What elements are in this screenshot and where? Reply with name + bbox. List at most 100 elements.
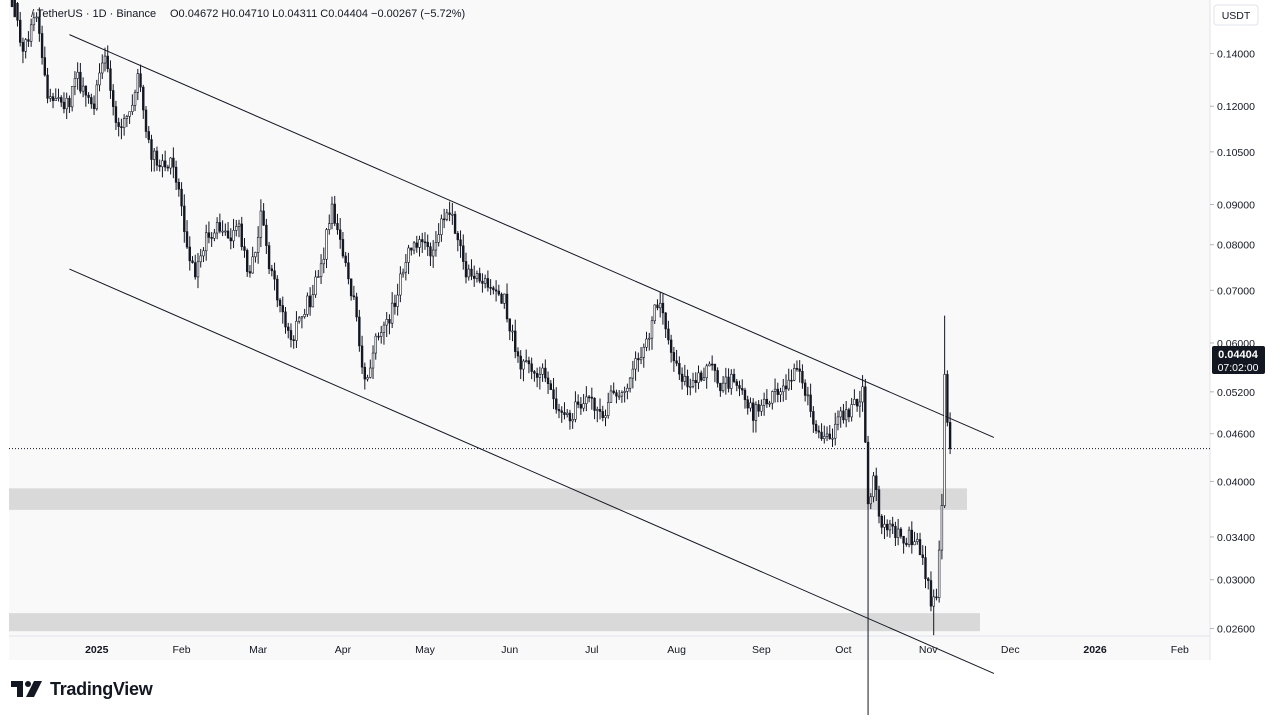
tradingview-logo[interactable]: TradingView: [10, 677, 153, 701]
candle: [615, 389, 618, 404]
candle-body-up: [607, 402, 610, 416]
candle-body-down: [481, 280, 484, 284]
candle: [358, 309, 361, 352]
candle-body-down: [333, 203, 336, 224]
price-axis[interactable]: 0.14000 0.12000 0.10500 0.09000 0.08000 0.070…: [1210, 49, 1255, 636]
candle: [590, 387, 594, 410]
candle: [724, 367, 728, 395]
candle: [172, 147, 175, 179]
time-axis[interactable]: 2025 Feb Mar Apr May Jun Jul Aug Sep Oct Nov Dec 202…: [85, 644, 1189, 656]
candle: [872, 471, 875, 503]
candle: [49, 88, 52, 102]
price-tick-label: 0.12000: [1217, 101, 1255, 113]
candle: [90, 93, 93, 109]
candle: [929, 571, 933, 612]
candle-body-up: [631, 368, 635, 379]
candle-body-up: [300, 316, 304, 319]
candle-body-up: [371, 352, 375, 369]
candle-body-up: [54, 98, 57, 101]
candle-body-up: [888, 523, 892, 531]
candle-body-down: [891, 523, 894, 527]
candle: [303, 308, 306, 319]
candle-body-up: [204, 232, 208, 252]
candle-body-down: [497, 290, 501, 295]
candle-body-down: [423, 241, 427, 244]
candle-body-up: [634, 358, 637, 370]
candle: [122, 114, 126, 136]
candle-body-up: [850, 404, 853, 418]
candle: [235, 219, 238, 237]
candle: [109, 60, 112, 99]
candle-body-down: [894, 525, 897, 538]
candle: [667, 320, 670, 345]
candle-body-down: [557, 409, 561, 412]
candle-body-up: [407, 247, 410, 263]
support-zones: [9, 488, 980, 632]
candle: [541, 363, 544, 382]
candle-body-up: [787, 379, 790, 390]
candle: [38, 7, 41, 42]
candle-body-up: [418, 239, 421, 248]
candle: [166, 164, 170, 172]
candle: [273, 262, 276, 291]
candle: [136, 68, 140, 101]
candle: [240, 216, 243, 251]
time-axis-background: [9, 636, 1210, 660]
candle-body-up: [648, 337, 651, 340]
candle-body-down: [710, 363, 714, 366]
candle-body-down: [68, 97, 71, 108]
candle: [147, 126, 150, 144]
candle: [743, 387, 747, 409]
support-zone-1: [9, 488, 967, 510]
candle-body-down: [743, 389, 747, 401]
candle-body-up: [382, 324, 386, 333]
candle-body-down: [637, 358, 640, 361]
candle-body-up: [538, 374, 542, 378]
candle: [21, 37, 25, 64]
candle-body-down: [111, 90, 115, 107]
candle: [481, 273, 484, 293]
candle: [385, 312, 388, 337]
price-tick-label: 0.08000: [1217, 240, 1255, 252]
candle-body-up: [374, 335, 377, 354]
candle: [866, 435, 870, 720]
candle: [396, 283, 399, 316]
candle-body-down: [812, 411, 815, 425]
time-label: Aug: [667, 644, 686, 656]
currency-label[interactable]: USDT: [1213, 4, 1259, 26]
candle-body-up: [98, 72, 101, 86]
candle-body-up: [136, 73, 140, 93]
candle-body-down: [738, 385, 741, 389]
candle: [924, 545, 927, 589]
candle: [215, 217, 219, 240]
candle-body-down: [10, 0, 14, 8]
candle: [850, 397, 853, 422]
candle: [552, 377, 555, 410]
candle-body-down: [746, 399, 749, 409]
candle-body-up: [639, 357, 643, 361]
candle-body-down: [336, 223, 339, 231]
candle-body-up: [932, 596, 935, 607]
candle: [92, 95, 96, 115]
candle-body-up: [724, 376, 728, 384]
candle-body-up: [697, 372, 700, 383]
candle: [478, 267, 481, 284]
candle-body-down: [180, 188, 183, 207]
candle: [927, 577, 930, 590]
candle-body-down: [552, 389, 555, 400]
candle-body-down: [757, 404, 760, 412]
candle: [716, 367, 719, 388]
time-label: Dec: [1001, 644, 1020, 656]
candle-body-down: [13, 0, 16, 18]
candle: [855, 398, 859, 412]
candle: [442, 208, 446, 229]
candle-body-down: [855, 399, 859, 407]
legend[interactable]: / TetherUS · 1D · Binance O0.04672 H0.04…: [31, 8, 465, 20]
candle: [650, 316, 654, 350]
price-tick-label: 0.09000: [1217, 199, 1255, 211]
ohlc-legend: O0.04672 H0.04710 L0.04311 C0.04404 −0.0…: [170, 8, 465, 20]
candle-body-up: [604, 415, 607, 418]
candle-body-down: [363, 366, 367, 380]
